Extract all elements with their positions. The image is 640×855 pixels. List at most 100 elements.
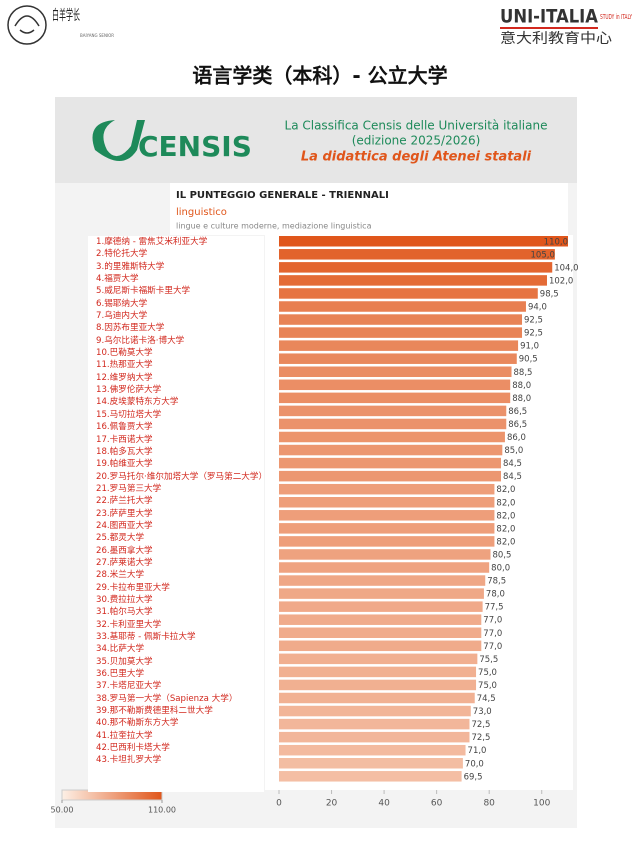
bar [279, 666, 477, 678]
bar [279, 340, 519, 351]
university: 36.巴里大学 [96, 669, 145, 680]
bar [279, 627, 482, 638]
value-label: 82,0 [496, 537, 515, 547]
value-label: 86,5 [508, 420, 527, 430]
partner-sub: 意大利教育中心 [500, 30, 612, 47]
value-label: 102,0 [549, 276, 573, 286]
avatar-face [14, 15, 40, 34]
x-tick-label: 60 [431, 799, 443, 809]
university: 20.罗马托尔·维尔加塔大学（罗马第二大学） [96, 471, 268, 482]
bar [279, 236, 568, 247]
university: 8.因苏布里亚大学 [96, 323, 165, 334]
value-label: 78,5 [487, 577, 506, 587]
bar [279, 405, 507, 417]
panel-head [55, 97, 577, 183]
university: 28.米兰大学 [96, 570, 145, 581]
university: 9.乌尔比诺卡洛·博大学 [96, 335, 185, 346]
bar [279, 562, 490, 573]
bar [279, 536, 495, 547]
heading1: La Classifica Censis delle Università it… [285, 119, 548, 133]
value-label: 71,0 [468, 746, 487, 756]
university: 22.萨兰托大学 [96, 496, 153, 507]
university: 12.维罗纳大学 [96, 372, 153, 383]
bar [279, 731, 470, 743]
bar [279, 771, 462, 782]
university: 31.帕尔马大学 [96, 607, 153, 618]
value-label: 80,0 [491, 564, 510, 574]
x-tick-label: 40 [378, 799, 390, 809]
censis-mark [92, 120, 145, 161]
bar [279, 418, 507, 430]
value-label: 90,5 [519, 355, 538, 365]
university: 41.拉奎拉大学 [96, 730, 153, 741]
university: 37.卡塔尼亚大学 [96, 681, 162, 692]
bar [279, 301, 526, 312]
university: 34.比萨大学 [96, 644, 145, 655]
partner-tag: STUDY in ITALY [600, 13, 632, 21]
value-label: 77,0 [483, 616, 502, 626]
bar [279, 444, 503, 456]
university: 19.帕维亚大学 [96, 459, 153, 470]
x-tick-label: 0 [276, 799, 282, 809]
university: 29.卡拉布里亚大学 [96, 582, 170, 593]
bar [279, 640, 482, 652]
university: 1.摩德纳 - 雷焦艾米利亚大学 [96, 237, 208, 247]
brand: 白羊学长 [52, 8, 80, 24]
value-label: 70,0 [465, 759, 484, 769]
university: 18.帕多瓦大学 [96, 446, 153, 457]
university: 21.罗马第三大学 [96, 483, 162, 494]
university: 23.萨萨里大学 [96, 508, 153, 519]
university: 42.巴西利卡塔大学 [96, 743, 170, 754]
bar [279, 692, 475, 704]
logo: CENSIS [138, 130, 252, 163]
bar [279, 379, 511, 391]
box-field: linguistico [176, 207, 227, 218]
value-label: 84,5 [503, 459, 522, 469]
box-title: IL PUNTEGGIO GENERALE - TRIENNALI [176, 190, 389, 201]
value-label: 80,5 [492, 550, 511, 560]
x-tick-label: 100 [533, 799, 550, 809]
university: 13.佛罗伦萨大学 [96, 385, 162, 396]
value-label: 88,0 [512, 394, 531, 404]
x-tick-label: 80 [483, 799, 495, 809]
bar [279, 705, 471, 717]
value-label: 92,5 [524, 329, 543, 339]
university: 15.马切拉塔大学 [96, 409, 162, 420]
value-label: 78,0 [486, 590, 505, 600]
value-label: 85,0 [504, 446, 523, 456]
value-label: 84,5 [503, 472, 522, 482]
heading2: (edizione 2025/2026) [352, 134, 481, 148]
value-label: 94,0 [528, 303, 547, 313]
university: 24.图西亚大学 [96, 520, 153, 531]
university: 14.皮埃蒙特东方大学 [96, 397, 179, 408]
university: 40.那不勒斯东方大学 [96, 718, 179, 729]
heading3: La didattica degli Atenei statali [301, 150, 532, 165]
x-tick-label: 20 [326, 799, 338, 809]
university: 33.基耶蒂 - 佩斯卡拉大学 [96, 632, 196, 642]
bar [279, 510, 495, 521]
value-label: 91,0 [520, 342, 539, 352]
bar [279, 262, 553, 273]
value-label: 82,0 [496, 511, 515, 521]
bar [279, 758, 463, 769]
university: 6.锡耶纳大学 [96, 298, 148, 309]
box-note: lingue e culture moderne, mediazione lin… [176, 222, 372, 231]
value-label: 92,5 [524, 316, 543, 326]
value-label: 75,0 [478, 681, 497, 691]
university: 5.威尼斯卡福斯卡里大学 [96, 286, 191, 297]
bar [279, 614, 482, 625]
university: 39.那不勒斯费德里科二世大学 [96, 706, 213, 717]
bar [279, 457, 502, 469]
university: 11.热那亚大学 [96, 360, 153, 371]
university: 26.墨西拿大学 [96, 545, 153, 556]
bar [279, 718, 470, 730]
bar [279, 575, 486, 586]
value-label: 88,5 [514, 368, 533, 378]
value-label: 82,0 [496, 485, 515, 495]
value-label: 82,0 [496, 524, 515, 534]
university: 27.萨莱诺大学 [96, 557, 153, 568]
university: 30.费拉拉大学 [96, 594, 153, 605]
value-label: 86,0 [507, 433, 526, 443]
partner-rule [500, 27, 598, 29]
